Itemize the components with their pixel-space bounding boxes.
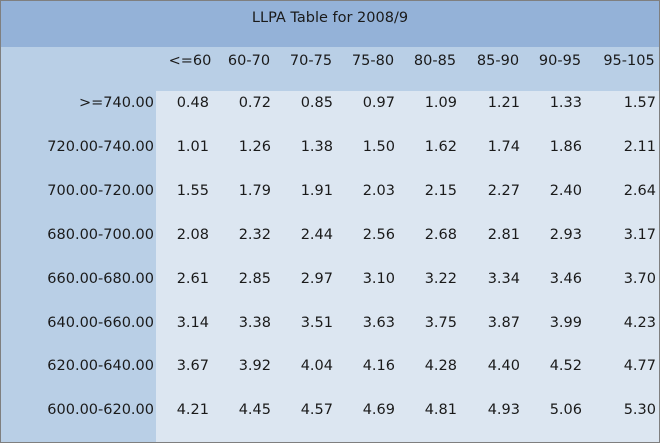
- table-cell: 1.74: [487, 139, 520, 155]
- table-cell: 3.92: [238, 358, 271, 374]
- table-cell: 1.50: [362, 139, 395, 155]
- table-cell: 1.91: [300, 183, 333, 199]
- table-cell: 1.79: [238, 183, 271, 199]
- table-cell: 1.55: [176, 183, 209, 199]
- table-cell: 1.33: [549, 95, 582, 111]
- table-cell: 4.45: [238, 402, 271, 418]
- table-cell: 2.56: [362, 227, 395, 243]
- table-cell: 4.52: [549, 358, 582, 374]
- table-cell: 4.77: [623, 358, 656, 374]
- column-header: 80-85: [413, 53, 457, 69]
- column-header: 70-75: [289, 53, 333, 69]
- table-cell: 3.38: [238, 315, 271, 331]
- table-cell: 1.57: [623, 95, 656, 111]
- column-header: 95-105: [603, 53, 655, 69]
- table-cell: 4.16: [362, 358, 395, 374]
- table-cell: 4.69: [362, 402, 395, 418]
- column-header: 90-95: [538, 53, 582, 69]
- row-label: 680.00-700.00: [47, 227, 154, 243]
- table-cell: 2.15: [424, 183, 457, 199]
- table-cell: 4.28: [424, 358, 457, 374]
- table-cell: 4.04: [300, 358, 333, 374]
- table-cell: 4.40: [487, 358, 520, 374]
- table-cell: 3.51: [300, 315, 333, 331]
- table-cell: 4.81: [424, 402, 457, 418]
- table-cell: 3.99: [549, 315, 582, 331]
- table-cell: 1.86: [549, 139, 582, 155]
- table-title: LLPA Table for 2008/9: [251, 10, 409, 26]
- table-cell: 4.57: [300, 402, 333, 418]
- table-cell: 3.70: [623, 271, 656, 287]
- row-label: 600.00-620.00: [47, 402, 154, 418]
- row-label-column: [1, 47, 156, 442]
- table-cell: 3.63: [362, 315, 395, 331]
- row-label: >=740.00: [78, 95, 154, 111]
- row-label: 620.00-640.00: [47, 358, 154, 374]
- table-cell: 3.75: [424, 315, 457, 331]
- table-cell: 2.40: [549, 183, 582, 199]
- table-cell: 2.32: [238, 227, 271, 243]
- row-label: 720.00-740.00: [47, 139, 154, 155]
- table-body: [156, 91, 659, 442]
- table-cell: 2.61: [176, 271, 209, 287]
- table-cell: 3.87: [487, 315, 520, 331]
- table-cell: 4.93: [487, 402, 520, 418]
- table-cell: 3.22: [424, 271, 457, 287]
- table-cell: 2.93: [549, 227, 582, 243]
- table-cell: 3.10: [362, 271, 395, 287]
- table-cell: 1.01: [176, 139, 209, 155]
- table-cell: 1.26: [238, 139, 271, 155]
- column-header: 75-80: [351, 53, 395, 69]
- table-cell: 4.23: [623, 315, 656, 331]
- table-cell: 2.27: [487, 183, 520, 199]
- table-cell: 5.30: [623, 402, 656, 418]
- table-cell: 2.85: [238, 271, 271, 287]
- row-label: 640.00-660.00: [47, 315, 154, 331]
- table-cell: 2.81: [487, 227, 520, 243]
- table-cell: 3.46: [549, 271, 582, 287]
- column-header-band: [156, 47, 659, 91]
- table-cell: 1.21: [487, 95, 520, 111]
- table-cell: 1.62: [424, 139, 457, 155]
- table-cell: 2.97: [300, 271, 333, 287]
- column-header: 85-90: [476, 53, 520, 69]
- table-cell: 2.11: [623, 139, 656, 155]
- table-cell: 3.67: [176, 358, 209, 374]
- column-header: 60-70: [227, 53, 271, 69]
- table-cell: 0.85: [300, 95, 333, 111]
- table-cell: 1.09: [424, 95, 457, 111]
- table-cell: 3.17: [623, 227, 656, 243]
- table-cell: 2.03: [362, 183, 395, 199]
- title-band: [1, 1, 659, 47]
- table-cell: 2.08: [176, 227, 209, 243]
- column-header: <=60: [168, 53, 212, 69]
- table-cell: 5.06: [549, 402, 582, 418]
- table-cell: 4.21: [176, 402, 209, 418]
- table-cell: 2.44: [300, 227, 333, 243]
- table-cell: 1.38: [300, 139, 333, 155]
- row-label: 700.00-720.00: [47, 183, 154, 199]
- table-cell: 2.68: [424, 227, 457, 243]
- table-cell: 0.97: [362, 95, 395, 111]
- table-cell: 2.64: [623, 183, 656, 199]
- table-cell: 3.34: [487, 271, 520, 287]
- table-cell: 3.14: [176, 315, 209, 331]
- table-cell: 0.48: [176, 95, 209, 111]
- table-cell: 0.72: [238, 95, 271, 111]
- row-label: 660.00-680.00: [47, 271, 154, 287]
